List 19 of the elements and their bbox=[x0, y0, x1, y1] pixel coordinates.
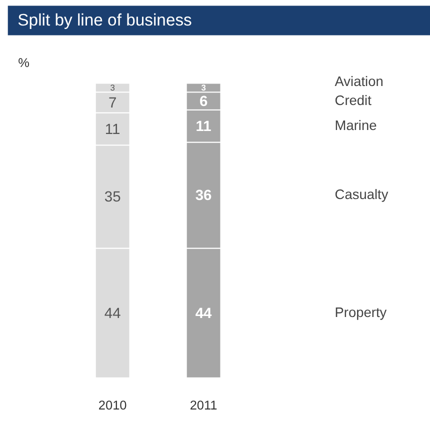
data-label: 3 bbox=[201, 82, 206, 93]
data-label: 35 bbox=[104, 190, 121, 206]
chart-title: Split by line of business bbox=[18, 10, 192, 30]
y-axis-title: % bbox=[18, 55, 30, 70]
text: Marine bbox=[334, 118, 378, 133]
text: Aviation bbox=[334, 74, 384, 89]
x-tick-label: 2010 bbox=[98, 398, 127, 413]
data-label: 44 bbox=[104, 306, 121, 322]
data-label: 36 bbox=[195, 188, 212, 204]
data-label: 44 bbox=[195, 306, 213, 322]
text: Credit bbox=[334, 92, 372, 108]
data-label: 11 bbox=[104, 122, 120, 138]
data-label: 11 bbox=[196, 118, 212, 135]
x-tick-label: 2011 bbox=[190, 398, 218, 413]
text: Casualty bbox=[334, 187, 388, 202]
data-label: 3 bbox=[110, 82, 116, 93]
data-label: 6 bbox=[199, 94, 208, 110]
data-label: 7 bbox=[108, 95, 117, 112]
text: Property bbox=[334, 304, 387, 320]
